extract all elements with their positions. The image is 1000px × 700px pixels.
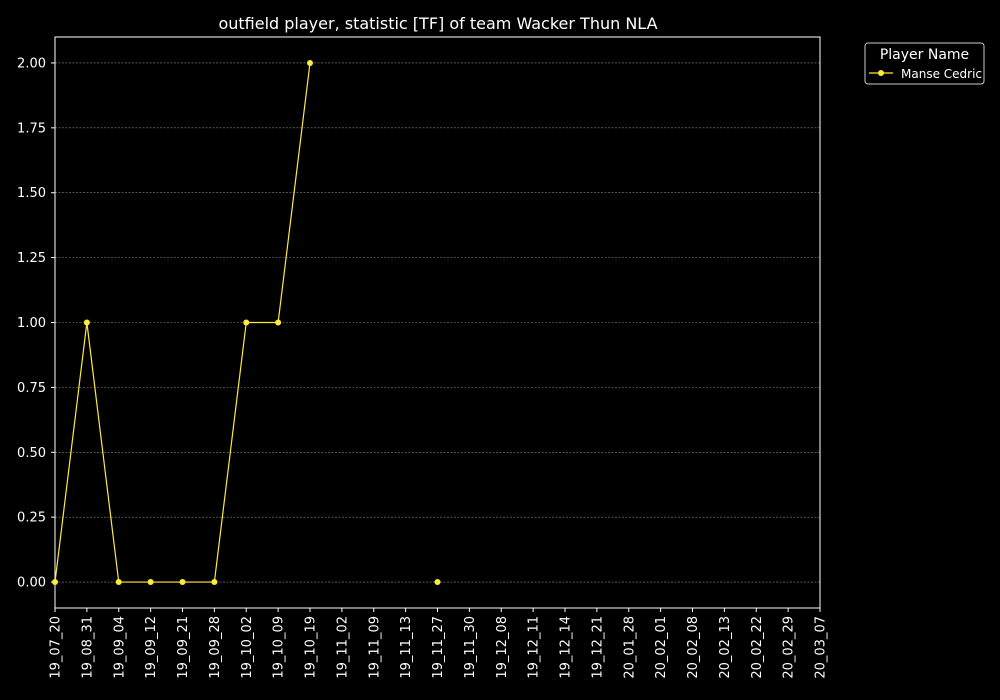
x-tick-label: 19_12_14 — [559, 616, 574, 679]
chart-title: outfield player, statistic [TF] of team … — [218, 14, 657, 33]
y-tick-label: 0.00 — [17, 576, 46, 591]
legend-entry-label: Manse Cedric — [901, 67, 982, 81]
legend: Player Name Manse Cedric — [864, 42, 985, 85]
x-tick-label: 20_01_28 — [622, 616, 637, 679]
data-point — [211, 579, 218, 586]
data-point — [115, 579, 122, 586]
data-point — [243, 319, 250, 326]
x-tick-label: 19_12_08 — [495, 616, 510, 679]
x-tick-label: 19_09_21 — [176, 616, 191, 679]
series-layer — [52, 59, 441, 586]
x-tick-label: 19_10_19 — [304, 616, 319, 679]
x-tick-label: 19_09_28 — [208, 616, 223, 679]
legend-box — [864, 42, 985, 85]
y-tick-label: 0.25 — [17, 511, 46, 526]
x-tick-label: 20_02_08 — [686, 616, 701, 679]
axes: 0.00 0.25 0.50 0.75 1.00 1.25 1.50 1.75 2.00 19_0… — [17, 36, 829, 679]
y-tick-label: 1.00 — [17, 316, 46, 331]
x-tick-label: 20_02_13 — [718, 616, 733, 679]
y-tick-label: 1.75 — [17, 121, 46, 136]
x-tick-label: 20_02_29 — [782, 616, 797, 679]
data-point — [179, 579, 186, 586]
x-tick-label: 19_11_30 — [463, 616, 478, 679]
x-tick-label: 20_03_07 — [814, 616, 829, 679]
x-tick-label: 19_07_20 — [49, 616, 64, 679]
x-tick-label: 20_02_01 — [654, 616, 669, 679]
data-point — [307, 59, 313, 66]
data-point — [434, 579, 441, 586]
x-tick-label: 19_10_02 — [240, 616, 255, 679]
legend-title: Player Name — [880, 47, 969, 63]
x-tick-label: 19_11_13 — [399, 616, 414, 679]
x-tick-label: 19_11_09 — [367, 616, 382, 679]
y-tick-label: 0.50 — [17, 446, 46, 461]
x-tick-label: 19_10_09 — [272, 616, 287, 679]
x-tick-label: 19_09_04 — [112, 616, 127, 679]
legend-marker — [878, 70, 884, 76]
y-tick-label: 0.75 — [17, 381, 46, 396]
data-point — [52, 579, 58, 586]
x-tick-label: 20_02_22 — [750, 616, 765, 679]
data-point — [83, 319, 90, 326]
data-point — [147, 579, 154, 586]
grid-lines — [55, 62, 820, 583]
data-point — [275, 319, 282, 326]
x-tick-label: 19_12_21 — [590, 616, 605, 679]
x-tick-label: 19_12_11 — [527, 616, 542, 679]
x-tick-label: 19_11_02 — [335, 616, 350, 679]
y-tick-label: 1.25 — [17, 251, 46, 266]
x-tick-label: 19_11_27 — [431, 616, 446, 679]
y-tick-label: 1.50 — [17, 186, 46, 201]
x-tick-label: 19_09_12 — [144, 616, 159, 679]
y-tick-label: 2.00 — [17, 56, 46, 71]
x-tick-label: 19_08_31 — [80, 616, 95, 679]
